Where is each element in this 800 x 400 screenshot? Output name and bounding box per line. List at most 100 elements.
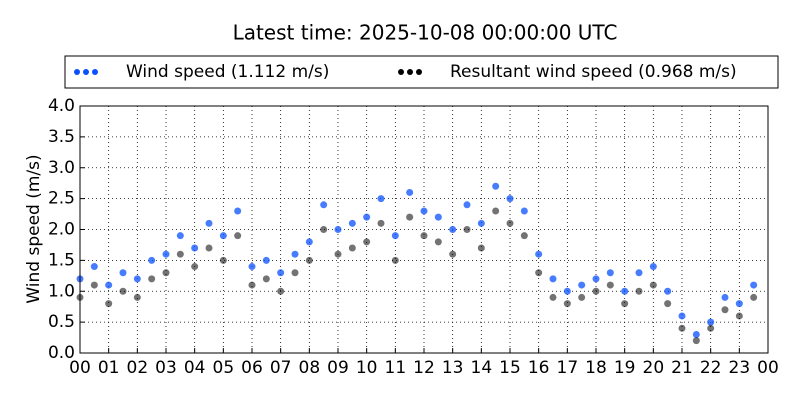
point (434, 213, 442, 221)
point (262, 256, 270, 264)
point (606, 269, 614, 277)
point (248, 263, 256, 271)
point (621, 300, 629, 308)
x-tick-label: 00 (69, 358, 91, 378)
point (664, 287, 672, 295)
point (535, 250, 543, 258)
x-tick-label: 08 (299, 358, 321, 378)
y-axis-label: Wind speed (m/s) (24, 154, 44, 303)
point (707, 318, 715, 326)
point (191, 263, 199, 271)
point (692, 330, 700, 338)
x-tick-label: 14 (471, 358, 493, 378)
point (320, 201, 328, 209)
point (621, 287, 629, 295)
point (176, 250, 184, 258)
point (420, 232, 428, 240)
legend-marker (398, 69, 404, 75)
point (148, 256, 156, 264)
point (406, 188, 414, 196)
y-tick-label: 4.0 (48, 96, 75, 116)
point (707, 324, 715, 332)
point (463, 201, 471, 209)
legend-marker (83, 69, 89, 75)
point (262, 275, 270, 283)
point (162, 250, 170, 258)
x-tick-label: 03 (155, 358, 177, 378)
legend-label: Resultant wind speed (0.968 m/s) (450, 62, 737, 82)
point (205, 219, 213, 227)
point (721, 306, 729, 314)
point (205, 244, 213, 252)
legend-marker (416, 69, 422, 75)
point (406, 213, 414, 221)
point (563, 300, 571, 308)
y-tick-label: 1.0 (48, 281, 75, 301)
point (191, 244, 199, 252)
x-tick-label: 10 (356, 358, 378, 378)
y-tick-label: 3.0 (48, 158, 75, 178)
point (219, 232, 227, 240)
point (735, 300, 743, 308)
x-tick-label: 01 (98, 358, 120, 378)
x-tick-label: 22 (700, 358, 722, 378)
point (678, 312, 686, 320)
point (105, 300, 113, 308)
point (377, 195, 385, 203)
point (463, 226, 471, 233)
point (649, 281, 657, 289)
x-tick-label: 06 (241, 358, 263, 378)
x-tick-label: 17 (557, 358, 579, 378)
point (363, 238, 371, 246)
point (477, 244, 485, 252)
point (635, 269, 643, 277)
point (592, 287, 600, 295)
x-tick-label: 18 (585, 358, 607, 378)
point (334, 250, 342, 258)
point (348, 219, 356, 227)
point (592, 275, 600, 283)
point (449, 226, 457, 233)
x-tick-label: 05 (213, 358, 235, 378)
x-tick-label: 16 (528, 358, 550, 378)
point (520, 232, 528, 240)
legend-marker (92, 69, 98, 75)
point (176, 232, 184, 240)
point (649, 263, 657, 271)
x-tick-label: 20 (643, 358, 665, 378)
point (133, 275, 141, 283)
x-tick-label: 19 (614, 358, 636, 378)
point (277, 269, 285, 277)
point (506, 195, 514, 203)
point (578, 281, 586, 289)
point (363, 213, 371, 221)
point (90, 281, 98, 289)
point (391, 232, 399, 240)
point (291, 250, 299, 258)
point (578, 293, 586, 301)
x-tick-label: 04 (184, 358, 206, 378)
point (492, 182, 500, 190)
x-tick-label: 23 (729, 358, 751, 378)
point (305, 256, 313, 264)
point (549, 275, 557, 283)
point (291, 269, 299, 277)
point (750, 281, 758, 289)
point (377, 219, 385, 227)
point (492, 207, 500, 215)
point (277, 287, 285, 295)
legend-marker (407, 69, 413, 75)
point (420, 207, 428, 215)
point (219, 256, 227, 264)
y-tick-label: 1.5 (48, 250, 75, 270)
x-tick-label: 02 (127, 358, 149, 378)
point (721, 293, 729, 301)
point (750, 293, 758, 301)
point (133, 293, 141, 301)
y-tick-label: 2.0 (48, 220, 75, 240)
point (248, 281, 256, 289)
plot-frame (79, 105, 769, 354)
x-tick-label: 15 (499, 358, 521, 378)
point (678, 324, 686, 332)
point (664, 300, 672, 308)
